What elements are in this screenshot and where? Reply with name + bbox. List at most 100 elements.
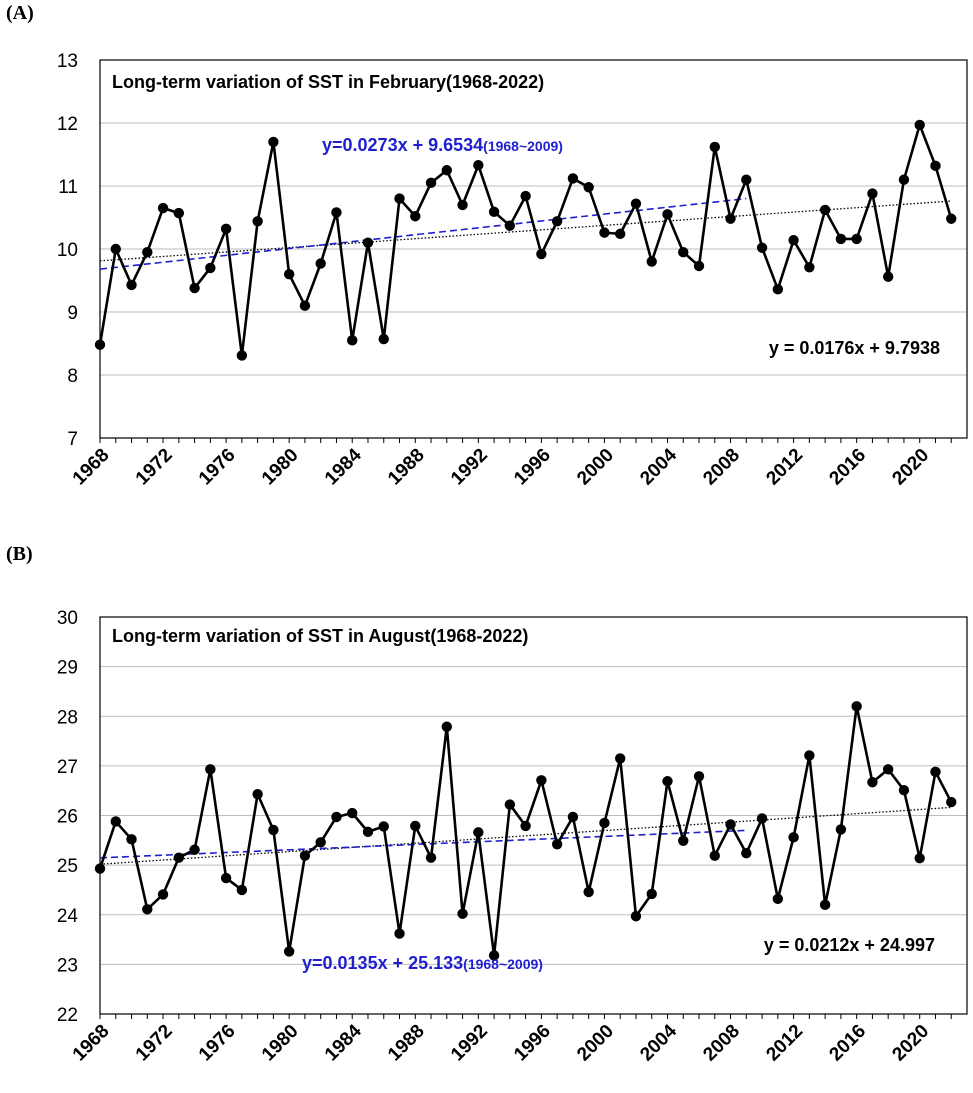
data-point (473, 160, 484, 171)
y-tick-label: 28 (57, 707, 78, 728)
data-point (693, 260, 705, 272)
data-point (457, 199, 468, 211)
data-point (551, 839, 563, 850)
x-tick-label: 1976 (195, 445, 240, 490)
data-point (220, 223, 232, 235)
x-tick-label: 2000 (573, 1021, 618, 1066)
data-point (236, 350, 248, 361)
trend-equation-partial: y=0.0273x + 9.6534(1968~2009) (322, 135, 563, 155)
data-point (441, 165, 452, 176)
x-tick-label: 2004 (636, 1020, 681, 1065)
x-tick-label: 1980 (258, 1021, 303, 1066)
chart-b: 22 23 24 25 26 27 28 29 30 1968 1972 1976 1980 1984 19… (57, 608, 968, 1066)
data-point (536, 248, 547, 260)
data-point (599, 227, 610, 238)
data-point (898, 174, 910, 185)
data-point (772, 893, 784, 905)
data-point (630, 198, 642, 209)
x-tick-label: 1968 (69, 1021, 114, 1066)
panel-label-b: (B) (6, 543, 33, 565)
data-point (725, 213, 736, 224)
trend-equation-full: y = 0.0212x + 24.997 (764, 935, 935, 955)
data-point (315, 258, 326, 269)
data-point (220, 872, 232, 884)
data-point (741, 174, 752, 185)
data-point (914, 119, 925, 131)
data-point (299, 300, 311, 311)
data-point (804, 262, 815, 273)
data-point (142, 904, 153, 915)
data-point (110, 816, 121, 827)
y-tick-label: 10 (57, 240, 78, 261)
data-point (567, 173, 579, 184)
chart-title: Long-term variation of SST in February(1… (112, 72, 544, 92)
y-tick-label: 26 (57, 807, 78, 828)
data-point (930, 766, 941, 778)
data-point (756, 242, 768, 253)
x-tick-label: 1984 (321, 1020, 366, 1065)
data-point (347, 807, 358, 819)
y-tick-label: 12 (57, 114, 78, 135)
plot-frame (99, 59, 968, 439)
data-point (867, 777, 878, 788)
x-tick-label: 1980 (258, 445, 303, 490)
data-point (504, 799, 516, 810)
y-tick-label: 8 (67, 366, 78, 387)
x-tick-label: 2020 (888, 1021, 933, 1066)
data-point (819, 899, 831, 911)
data-point (331, 811, 342, 823)
data-point (378, 821, 389, 832)
data-point (914, 852, 925, 864)
data-point (378, 333, 389, 345)
data-point (362, 237, 374, 248)
data-point (583, 886, 594, 898)
x-tick-label: 2016 (825, 445, 870, 490)
x-tick-label: 2020 (888, 445, 933, 490)
x-tick-label: 2008 (699, 445, 744, 490)
panel-label-a: (A) (6, 2, 34, 24)
x-tick-label: 1988 (384, 445, 429, 490)
x-tick-label: 2004 (636, 444, 681, 489)
data-point (157, 202, 169, 214)
data-point (457, 908, 468, 919)
data-point (268, 824, 279, 836)
data-point (646, 256, 657, 267)
y-tick-label: 30 (57, 608, 78, 629)
x-tick-label: 1972 (132, 1021, 177, 1066)
trend-range-label: (1968~2009) (463, 956, 543, 972)
data-point (189, 844, 200, 855)
x-tick-label: 1996 (510, 1021, 555, 1066)
data-point (173, 207, 185, 219)
data-point (236, 884, 248, 896)
y-tick-label: 23 (57, 955, 78, 976)
data-point (819, 204, 831, 216)
x-tick-label: 2012 (762, 1021, 807, 1066)
data-point (630, 911, 642, 922)
y-tick-label: 9 (67, 303, 78, 324)
data-point (882, 271, 894, 282)
data-point (283, 946, 295, 957)
series-line (98, 123, 953, 357)
x-tick-label: 2016 (825, 1021, 870, 1066)
y-tick-label: 7 (67, 429, 78, 450)
data-point (394, 193, 405, 204)
y-tick-label: 25 (57, 856, 78, 877)
data-point (599, 817, 610, 829)
x-tick-label: 2012 (762, 445, 807, 490)
data-point (946, 796, 957, 808)
data-point (725, 819, 736, 830)
data-point (615, 228, 626, 240)
data-point (299, 850, 311, 861)
y-tick-label: 13 (57, 51, 78, 72)
data-point (347, 335, 358, 346)
data-point (804, 750, 815, 761)
data-point (394, 928, 405, 939)
x-tick-label: 1976 (195, 1021, 240, 1066)
data-point (520, 820, 531, 832)
data-point (930, 160, 941, 172)
data-point (173, 852, 185, 863)
y-tick-label: 29 (57, 658, 78, 679)
data-point (410, 211, 421, 222)
data-point (835, 824, 847, 835)
data-point (867, 188, 878, 199)
